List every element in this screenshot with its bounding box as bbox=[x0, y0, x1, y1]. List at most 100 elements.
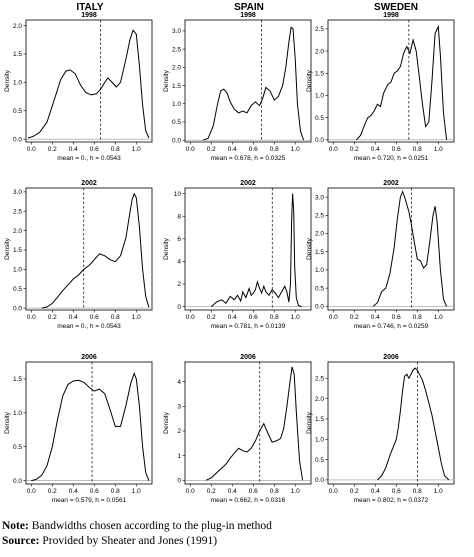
panel-sweden-1998-title: 1998 bbox=[383, 12, 399, 19]
panel-italy-1998-ytick-label: 1.0 bbox=[13, 80, 22, 87]
panel-sweden-1998-ytick-label: 1.0 bbox=[315, 93, 324, 100]
panel-spain-2006-xtick-label: 0.6 bbox=[249, 488, 258, 495]
source-label: Source: bbox=[2, 535, 40, 547]
panel-sweden-2006-xtick-label: 1.0 bbox=[434, 488, 443, 495]
panel-spain-2002-caption: mean = 0.781, h = 0.0139 bbox=[211, 323, 286, 330]
panel-sweden-2006-xtick-label: 0.0 bbox=[329, 488, 338, 495]
panel-italy-2002-xtick-label: 0.4 bbox=[69, 314, 78, 321]
panel-spain-1998: 1998 Density 0.0 0.2 0.4 0.6 0.8 1.0 0.0 0.5 1.0 1.… bbox=[163, 12, 312, 162]
panel-sweden-2006-ytick-label: 1.0 bbox=[315, 436, 324, 443]
panel-italy-2006-ytick-label: 0.0 bbox=[13, 478, 22, 485]
panel-sweden-1998-xtick-label: 1.0 bbox=[434, 146, 443, 153]
density-grid-figure: ITALY SPAIN SWEDEN 1998 Density 0.0 0.2 0.4 0… bbox=[4, 2, 455, 504]
panel-sweden-1998-ytick-label: 0.5 bbox=[315, 115, 324, 122]
panel-italy-2002-xtick-label: 0.8 bbox=[111, 314, 120, 321]
panel-sweden-2006-ytick-label: 1.5 bbox=[315, 416, 324, 423]
panel-sweden-1998-xtick-label: 0.4 bbox=[371, 146, 380, 153]
source-line: Source: Provided by Sheater and Jones (1… bbox=[2, 534, 472, 549]
panel-spain-1998-ylabel: Density bbox=[163, 69, 170, 91]
panel-sweden-2002-ytick-label: 1.5 bbox=[315, 249, 324, 256]
panel-sweden-1998-ytick-label: 1.5 bbox=[315, 70, 324, 77]
panel-spain-1998-xtick-label: 0.8 bbox=[270, 146, 279, 153]
panel-sweden-2002-xtick-label: 0.4 bbox=[371, 314, 380, 321]
panel-sweden-2002-density-curve bbox=[372, 190, 448, 307]
panel-spain-2006-xtick-label: 0.4 bbox=[228, 488, 237, 495]
panel-italy-2006-xtick-label: 1.0 bbox=[132, 488, 141, 495]
panel-sweden-1998-ylabel: Density bbox=[306, 69, 313, 91]
panel-spain-2002-ytick-label: 10 bbox=[174, 191, 182, 198]
panel-italy-1998-frame bbox=[25, 19, 153, 143]
panel-italy-1998-ylabel: Density bbox=[4, 69, 11, 91]
panel-sweden-2006-xtick-label: 0.8 bbox=[413, 488, 422, 495]
panel-spain-2002-ytick-label: 8 bbox=[177, 213, 181, 220]
panel-italy-2002-xtick-label: 1.0 bbox=[132, 314, 141, 321]
panel-spain-2002-ylabel: Density bbox=[163, 237, 170, 259]
panel-spain-2006-xtick-label: 0.8 bbox=[270, 488, 279, 495]
panel-italy-2002-ytick-label: 1.0 bbox=[13, 267, 22, 274]
panel-sweden-2002-title: 2002 bbox=[383, 180, 399, 187]
panel-spain-2002-xtick-label: 0.2 bbox=[207, 314, 216, 321]
panel-spain-2006-ytick-label: 2 bbox=[177, 428, 181, 435]
panel-spain-1998-frame bbox=[184, 19, 312, 143]
panel-sweden-1998-xtick-label: 0.8 bbox=[413, 146, 422, 153]
panel-italy-2002-frame bbox=[25, 187, 153, 311]
panel-spain-2006: 2006 Density 0.0 0.2 0.4 0.6 0.8 1.0 0 1 2 3 4 mean =… bbox=[163, 354, 312, 504]
panel-italy-2002-ytick-label: 0.0 bbox=[13, 305, 22, 312]
panel-italy-1998-xtick-label: 1.0 bbox=[132, 146, 141, 153]
column-title-italy: ITALY bbox=[76, 2, 104, 13]
panel-italy-2002-ylabel: Density bbox=[4, 237, 11, 259]
panel-spain-1998-xtick-label: 0.2 bbox=[207, 146, 216, 153]
panel-spain-2002-ytick-label: 6 bbox=[177, 236, 181, 243]
panel-spain-1998-xtick-label: 0.4 bbox=[228, 146, 237, 153]
panel-spain-1998-ytick-label: 0.5 bbox=[172, 119, 181, 126]
column-title-sweden: SWEDEN bbox=[374, 2, 418, 13]
panel-sweden-2006-title: 2006 bbox=[383, 354, 399, 361]
panel-spain-2002-xtick-label: 0.0 bbox=[186, 314, 195, 321]
source-text: Provided by Sheater and Jones (1991) bbox=[39, 535, 218, 547]
panel-spain-2002-ytick-label: 4 bbox=[177, 259, 181, 266]
panel-sweden-2002-xtick-label: 0.6 bbox=[392, 314, 401, 321]
panel-italy-2006-title: 2006 bbox=[81, 354, 97, 361]
panel-italy-2006-ytick-label: 1.0 bbox=[13, 410, 22, 417]
panel-sweden-2002-xtick-label: 0.8 bbox=[413, 314, 422, 321]
panel-spain-1998-density-curve bbox=[202, 26, 305, 141]
panel-sweden-2006-ytick-label: 0.5 bbox=[315, 457, 324, 464]
panel-italy-2006-ytick-label: 0.5 bbox=[13, 444, 22, 451]
panel-italy-2006-xtick-label: 0.0 bbox=[27, 488, 36, 495]
panel-sweden-2002-ytick-label: 0.5 bbox=[315, 285, 324, 292]
panel-italy-1998-xtick-label: 0.0 bbox=[27, 146, 36, 153]
panel-sweden-2006-xtick-label: 0.6 bbox=[392, 488, 401, 495]
panel-sweden-2002: 2002 Density 0.0 0.2 0.4 0.6 0.8 1.0 0.0 0.5 1.0 1.… bbox=[306, 180, 455, 330]
panel-sweden-1998-xtick-label: 0.0 bbox=[329, 146, 338, 153]
panel-italy-2006-ylabel: Density bbox=[4, 411, 11, 433]
panel-sweden-2006-xtick-label: 0.4 bbox=[371, 488, 380, 495]
panel-italy-2002-xtick-label: 0.6 bbox=[90, 314, 99, 321]
panel-sweden-1998-frame bbox=[327, 19, 455, 143]
panel-spain-2002-title: 2002 bbox=[240, 180, 256, 187]
panel-sweden-2006-frame bbox=[327, 361, 455, 485]
panel-spain-1998-caption: mean = 0.678, h = 0.0325 bbox=[211, 155, 286, 162]
panel-spain-2006-ytick-label: 3 bbox=[177, 404, 181, 411]
panel-sweden-2002-ytick-label: 2.0 bbox=[315, 231, 324, 238]
panel-spain-2006-ylabel: Density bbox=[163, 411, 170, 433]
panel-italy-1998-xtick-label: 0.4 bbox=[69, 146, 78, 153]
panel-sweden-2006-density-curve bbox=[377, 367, 450, 481]
panel-italy-1998-caption: mean = 0., h = 0.0543 bbox=[57, 155, 121, 162]
panel-italy-2002-ytick-label: 2.0 bbox=[13, 228, 22, 235]
panel-italy-2006-xtick-label: 0.6 bbox=[90, 488, 99, 495]
panel-sweden-1998-ytick-label: 2.5 bbox=[315, 26, 324, 33]
panel-sweden-2006-ytick-label: 0.0 bbox=[315, 477, 324, 484]
panel-spain-2002-xtick-label: 0.6 bbox=[249, 314, 258, 321]
panel-italy-1998-ytick-label: 2.0 bbox=[13, 23, 22, 30]
panel-spain-2002-ytick-label: 0 bbox=[177, 304, 181, 311]
panel-italy-1998-title: 1998 bbox=[81, 12, 97, 19]
panel-italy-1998-xtick-label: 0.6 bbox=[90, 146, 99, 153]
panel-spain-1998-ytick-label: 1.5 bbox=[172, 83, 181, 90]
panel-italy-2006-xtick-label: 0.8 bbox=[111, 488, 120, 495]
panel-sweden-1998-ytick-label: 2.0 bbox=[315, 48, 324, 55]
panel-sweden-2002-xtick-label: 1.0 bbox=[434, 314, 443, 321]
panel-italy-2002-xtick-label: 0.0 bbox=[27, 314, 36, 321]
panel-italy-2002-ytick-label: 1.5 bbox=[13, 247, 22, 254]
panel-sweden-2006-xtick-label: 0.2 bbox=[350, 488, 359, 495]
panel-spain-1998-xtick-label: 1.0 bbox=[291, 146, 300, 153]
